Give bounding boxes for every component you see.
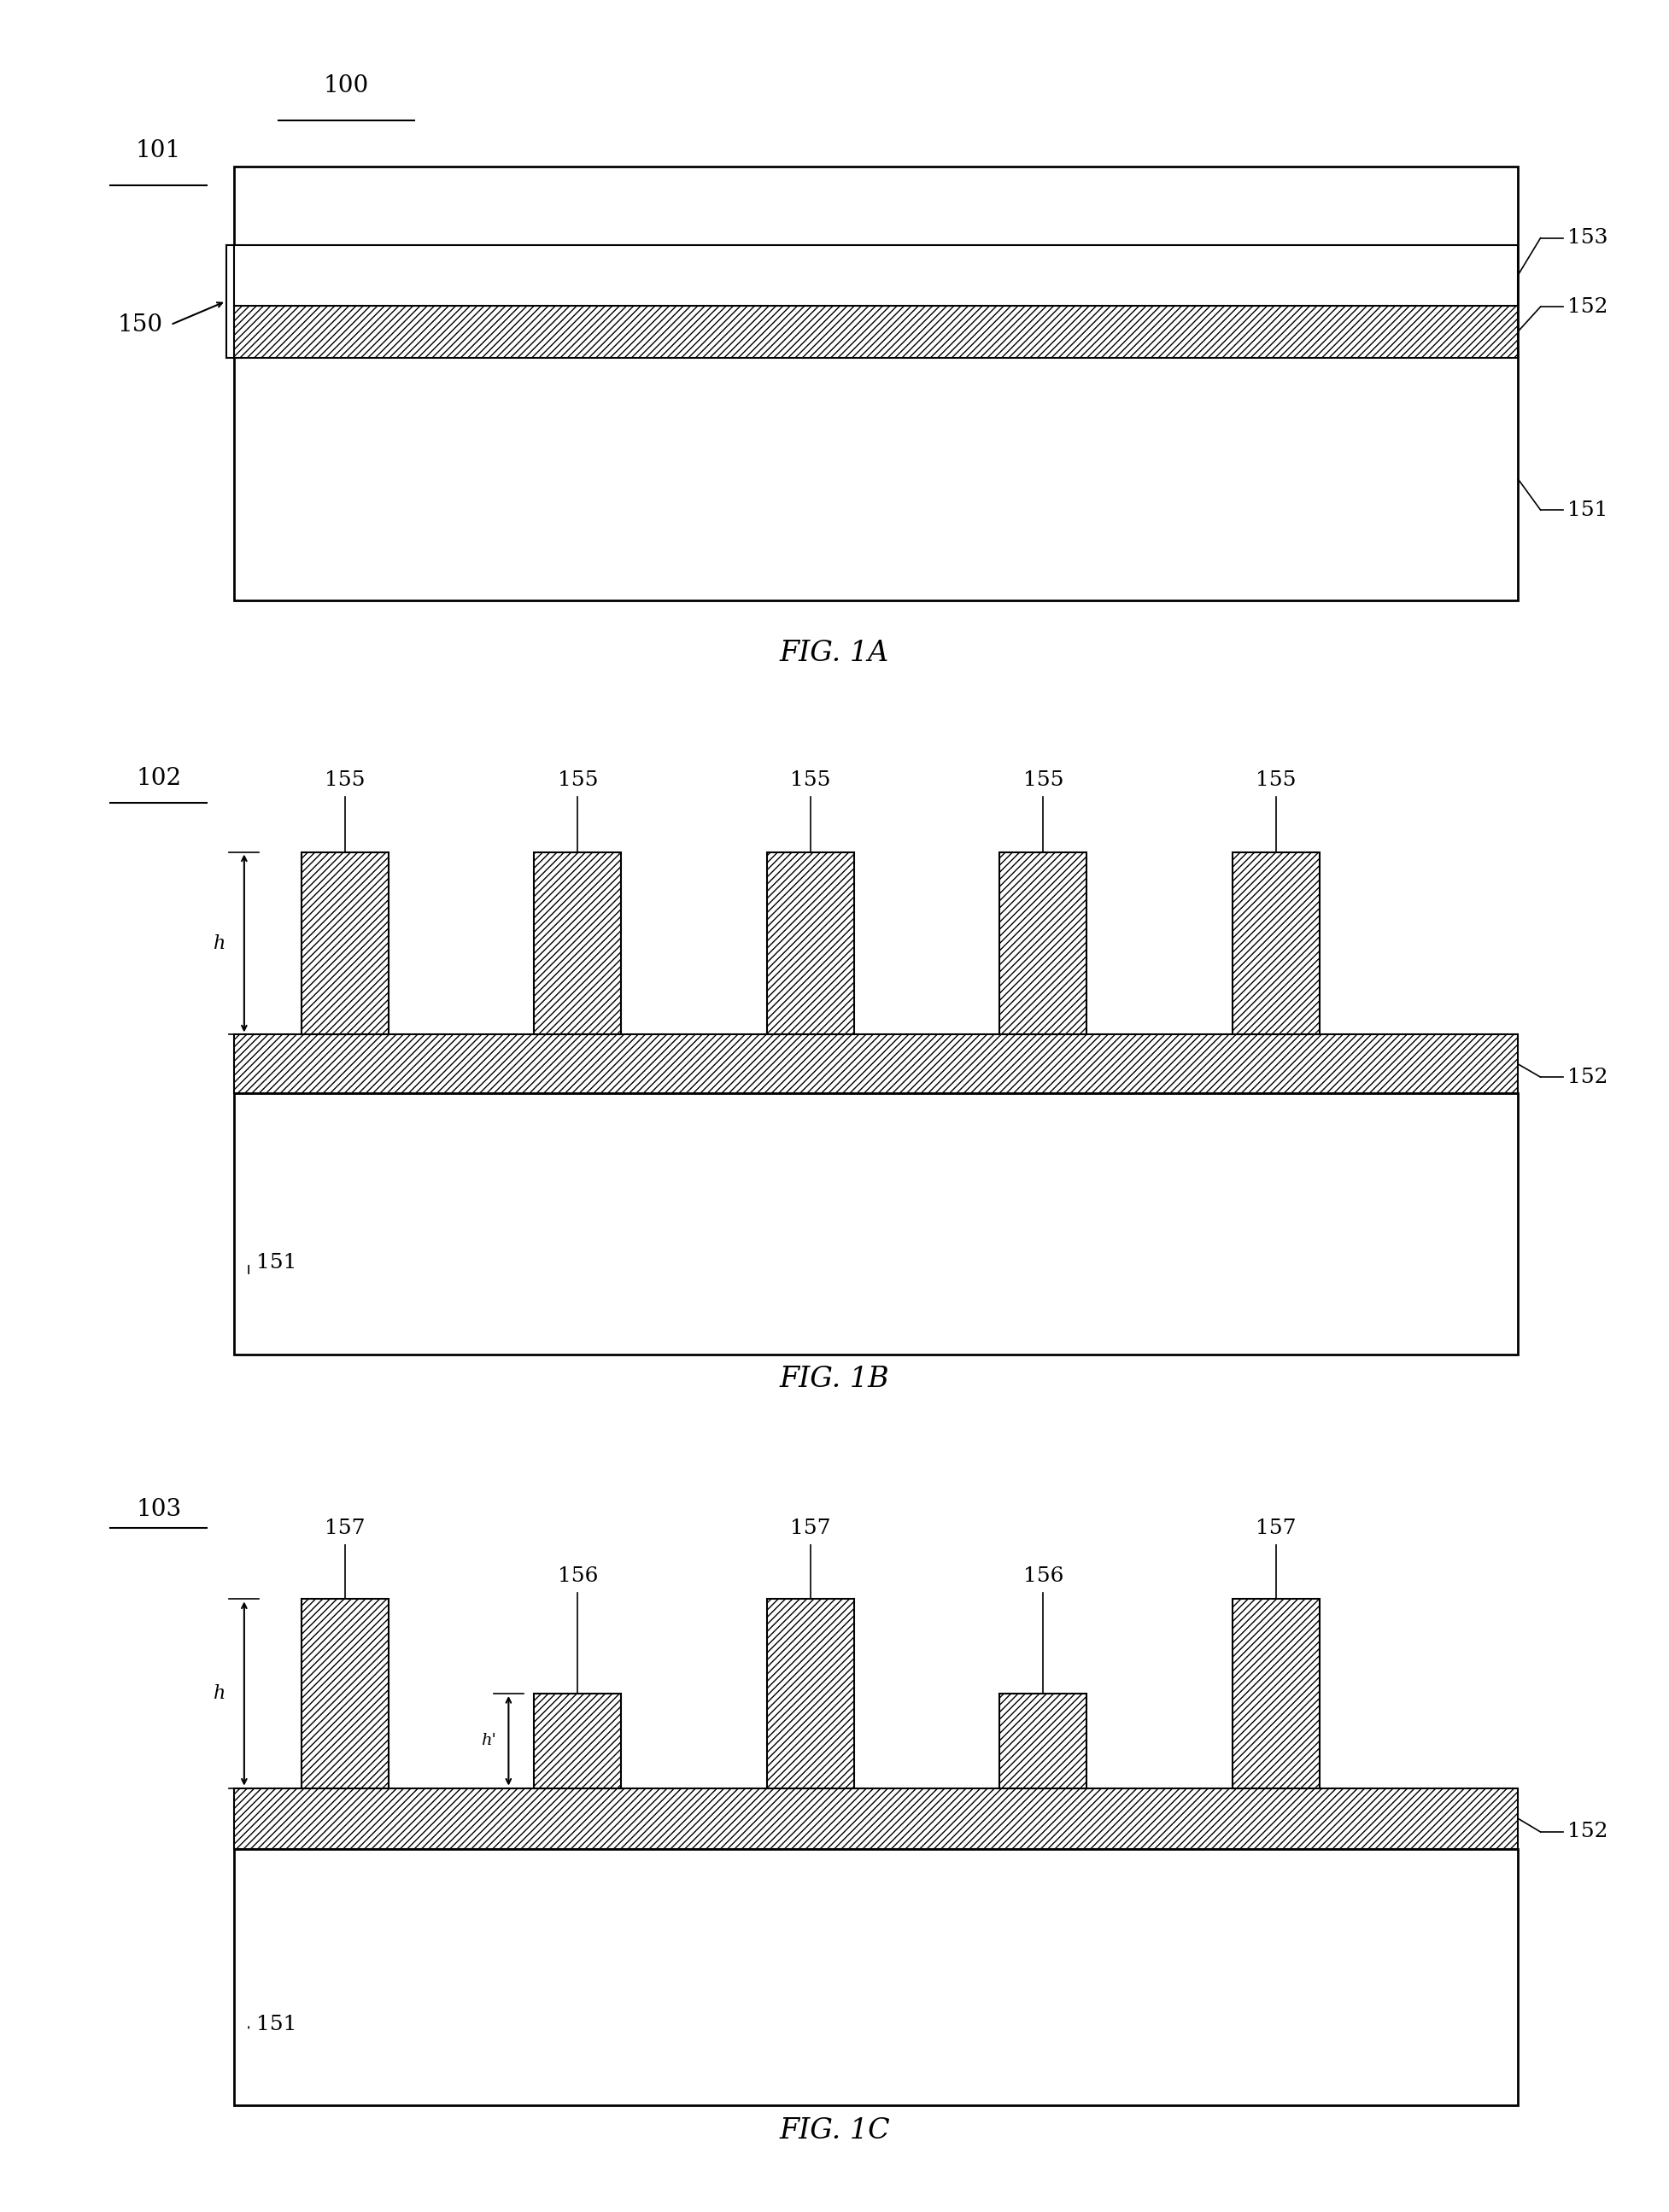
- Text: FIG. 1A: FIG. 1A: [779, 639, 890, 666]
- Bar: [534, 852, 621, 1035]
- Text: 155: 155: [1255, 770, 1297, 790]
- Text: 157: 157: [789, 1520, 831, 1540]
- Text: 155: 155: [324, 770, 366, 790]
- Bar: [768, 1599, 855, 1787]
- Bar: [1000, 852, 1087, 1035]
- Bar: [234, 1093, 1519, 1354]
- Text: 155: 155: [1023, 770, 1063, 790]
- Bar: [234, 1787, 1519, 1849]
- Text: 157: 157: [324, 1520, 366, 1540]
- Bar: [1233, 1599, 1320, 1787]
- Text: 152: 152: [1567, 1066, 1609, 1086]
- Text: 151: 151: [1567, 500, 1607, 520]
- Text: 152: 152: [1567, 1823, 1609, 1843]
- Bar: [300, 852, 389, 1035]
- Bar: [234, 1035, 1519, 1093]
- Text: FIG. 1B: FIG. 1B: [779, 1365, 890, 1394]
- Bar: [234, 246, 1519, 305]
- Bar: [234, 305, 1519, 358]
- Text: 157: 157: [1255, 1520, 1297, 1540]
- Text: 151: 151: [257, 2015, 297, 2035]
- Text: h: h: [214, 933, 227, 953]
- Text: 155: 155: [557, 770, 598, 790]
- Text: FIG. 1C: FIG. 1C: [779, 2117, 890, 2143]
- Text: 156: 156: [557, 1566, 598, 1586]
- Text: h': h': [481, 1734, 497, 1747]
- Text: 151: 151: [257, 1254, 297, 1272]
- Bar: [234, 166, 1519, 599]
- Bar: [534, 1694, 621, 1787]
- Text: 103: 103: [135, 1498, 182, 1522]
- Text: 100: 100: [324, 73, 369, 97]
- Text: 156: 156: [1023, 1566, 1063, 1586]
- Text: 102: 102: [135, 768, 182, 790]
- Text: 153: 153: [1567, 228, 1609, 248]
- Bar: [300, 1599, 389, 1787]
- Bar: [1000, 1694, 1087, 1787]
- Bar: [1233, 852, 1320, 1035]
- Text: h: h: [214, 1683, 227, 1703]
- Text: 150: 150: [118, 314, 164, 336]
- Bar: [234, 1849, 1519, 2106]
- Text: 152: 152: [1567, 296, 1609, 316]
- Text: 101: 101: [135, 139, 182, 161]
- Text: 155: 155: [789, 770, 831, 790]
- Bar: [768, 852, 855, 1035]
